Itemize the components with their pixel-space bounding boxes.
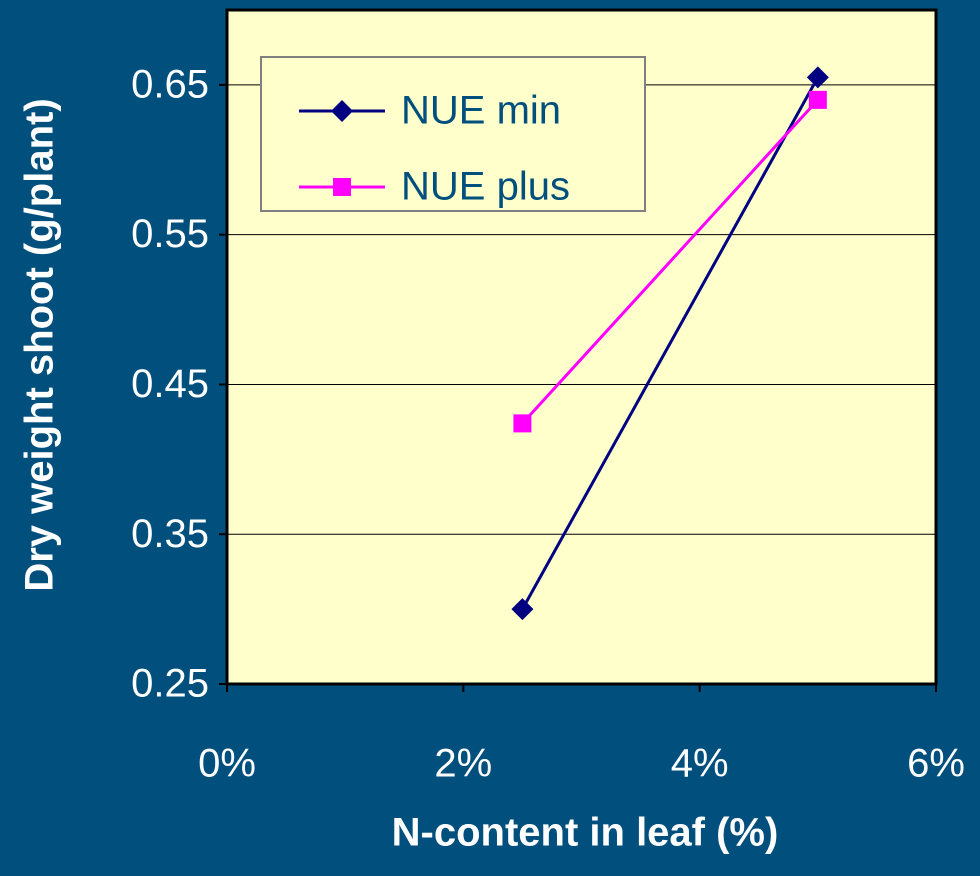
legend xyxy=(260,56,646,212)
x-axis-title: N-content in leaf (%) xyxy=(392,811,779,855)
x-tick-label: 0% xyxy=(198,742,256,786)
legend-marker xyxy=(333,178,351,196)
y-tick-label: 0.55 xyxy=(131,212,209,256)
y-axis-title: Dry weight shoot (g/plant) xyxy=(18,98,62,591)
series-line xyxy=(521,98,819,425)
marker xyxy=(511,598,534,621)
y-tick-label: 0.25 xyxy=(131,662,209,706)
y-tick-label: 0.65 xyxy=(131,62,209,106)
series-line xyxy=(521,76,820,610)
legend-marker xyxy=(331,100,353,122)
legend-label: NUE min xyxy=(401,89,561,133)
y-tick-label: 0.45 xyxy=(131,362,209,406)
marker xyxy=(808,90,827,109)
x-tick-label: 2% xyxy=(434,742,492,786)
marker xyxy=(806,66,829,89)
y-tick-label: 0.35 xyxy=(131,512,209,556)
marker xyxy=(513,414,532,433)
x-tick-label: 4% xyxy=(671,742,729,786)
legend-label: NUE plus xyxy=(401,165,570,209)
x-tick-label: 6% xyxy=(907,742,965,786)
